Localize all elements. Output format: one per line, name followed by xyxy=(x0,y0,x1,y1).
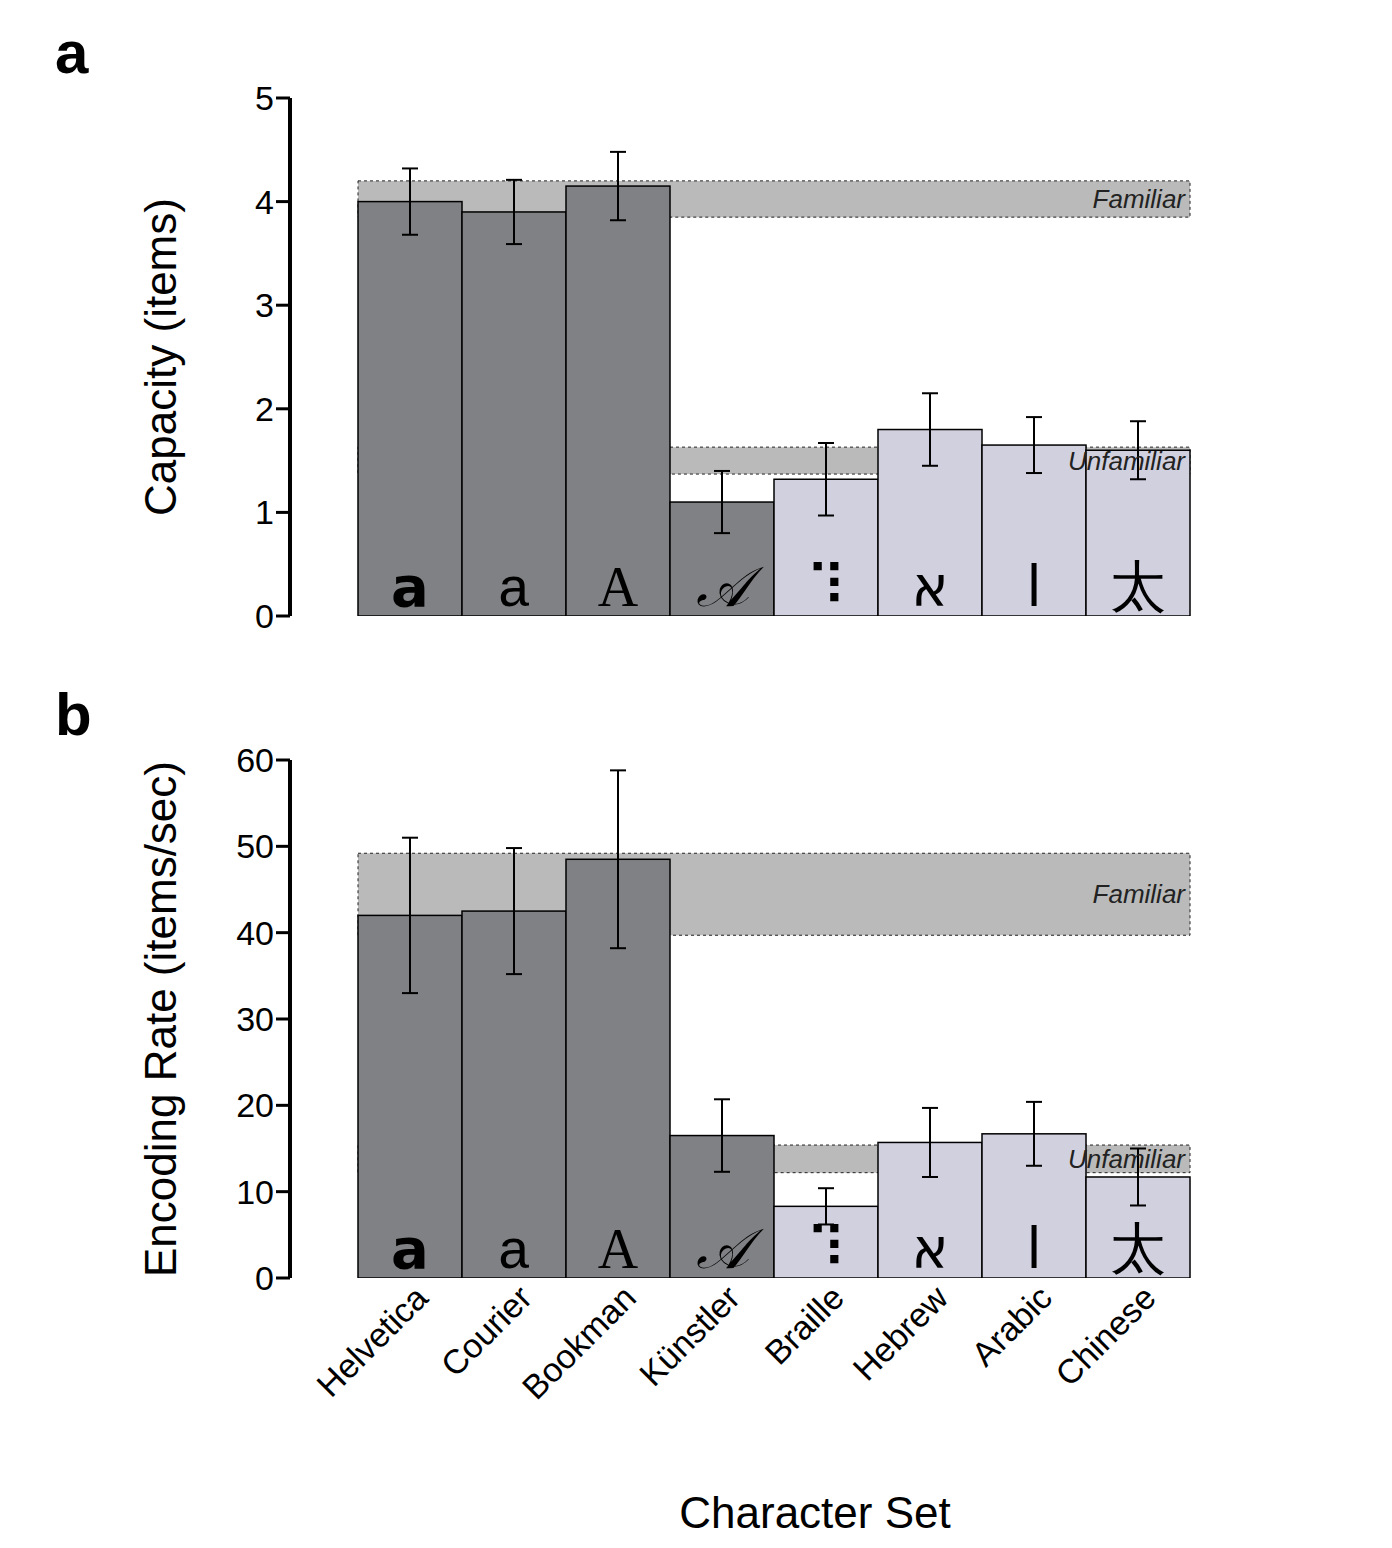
svg-text:1: 1 xyxy=(255,493,274,531)
svg-text:5: 5 xyxy=(255,79,274,117)
svg-text:60: 60 xyxy=(236,741,274,779)
svg-text:40: 40 xyxy=(236,914,274,952)
svg-text:10: 10 xyxy=(236,1173,274,1211)
svg-text:20: 20 xyxy=(236,1086,274,1124)
svg-text:Arabic: Arabic xyxy=(964,1278,1059,1373)
svg-text:ا: ا xyxy=(1026,1216,1042,1278)
svg-text:𝒜: 𝒜 xyxy=(696,554,764,616)
svg-text:Character Set: Character Set xyxy=(679,1488,950,1537)
svg-text:0: 0 xyxy=(255,597,274,635)
svg-text:Braille: Braille xyxy=(757,1278,851,1372)
svg-text:Familiar: Familiar xyxy=(1093,879,1187,909)
svg-text:a: a xyxy=(391,554,429,616)
html-text:a: a xyxy=(55,19,89,86)
svg-text:a: a xyxy=(391,1216,429,1278)
svg-text:Capacity (items): Capacity (items) xyxy=(136,198,185,516)
svg-text:0: 0 xyxy=(255,1259,274,1297)
svg-text:A: A xyxy=(598,1218,639,1278)
svg-text:2: 2 xyxy=(255,390,274,428)
svg-text:太: 太 xyxy=(1110,554,1166,616)
svg-text:𝒜: 𝒜 xyxy=(696,1216,764,1278)
svg-text:⠹: ⠹ xyxy=(805,1216,846,1278)
svg-text:Encoding Rate (items/sec): Encoding Rate (items/sec) xyxy=(136,761,185,1277)
svg-text:a: a xyxy=(497,559,531,616)
svg-text:א: א xyxy=(911,1216,948,1278)
svg-text:30: 30 xyxy=(236,1000,274,1038)
svg-text:Unfamiliar: Unfamiliar xyxy=(1068,446,1186,476)
svg-text:Courier: Courier xyxy=(433,1278,539,1384)
html-text:b: b xyxy=(55,681,92,748)
svg-text:A: A xyxy=(598,556,639,616)
svg-text:50: 50 xyxy=(236,827,274,865)
svg-text:ا: ا xyxy=(1026,554,1042,616)
svg-text:⠹: ⠹ xyxy=(805,554,846,616)
svg-text:3: 3 xyxy=(255,286,274,324)
svg-text:Künstler: Künstler xyxy=(632,1278,747,1393)
svg-text:a: a xyxy=(497,1221,531,1278)
svg-text:Bookman: Bookman xyxy=(515,1278,643,1406)
svg-text:Familiar: Familiar xyxy=(1093,184,1187,214)
svg-text:Chinese: Chinese xyxy=(1048,1278,1163,1393)
svg-text:Helvetica: Helvetica xyxy=(309,1278,435,1404)
svg-text:Hebrew: Hebrew xyxy=(845,1278,955,1388)
svg-text:א: א xyxy=(911,554,948,616)
svg-text:4: 4 xyxy=(255,183,274,221)
svg-text:Unfamiliar: Unfamiliar xyxy=(1068,1144,1186,1174)
svg-text:太: 太 xyxy=(1110,1216,1166,1278)
